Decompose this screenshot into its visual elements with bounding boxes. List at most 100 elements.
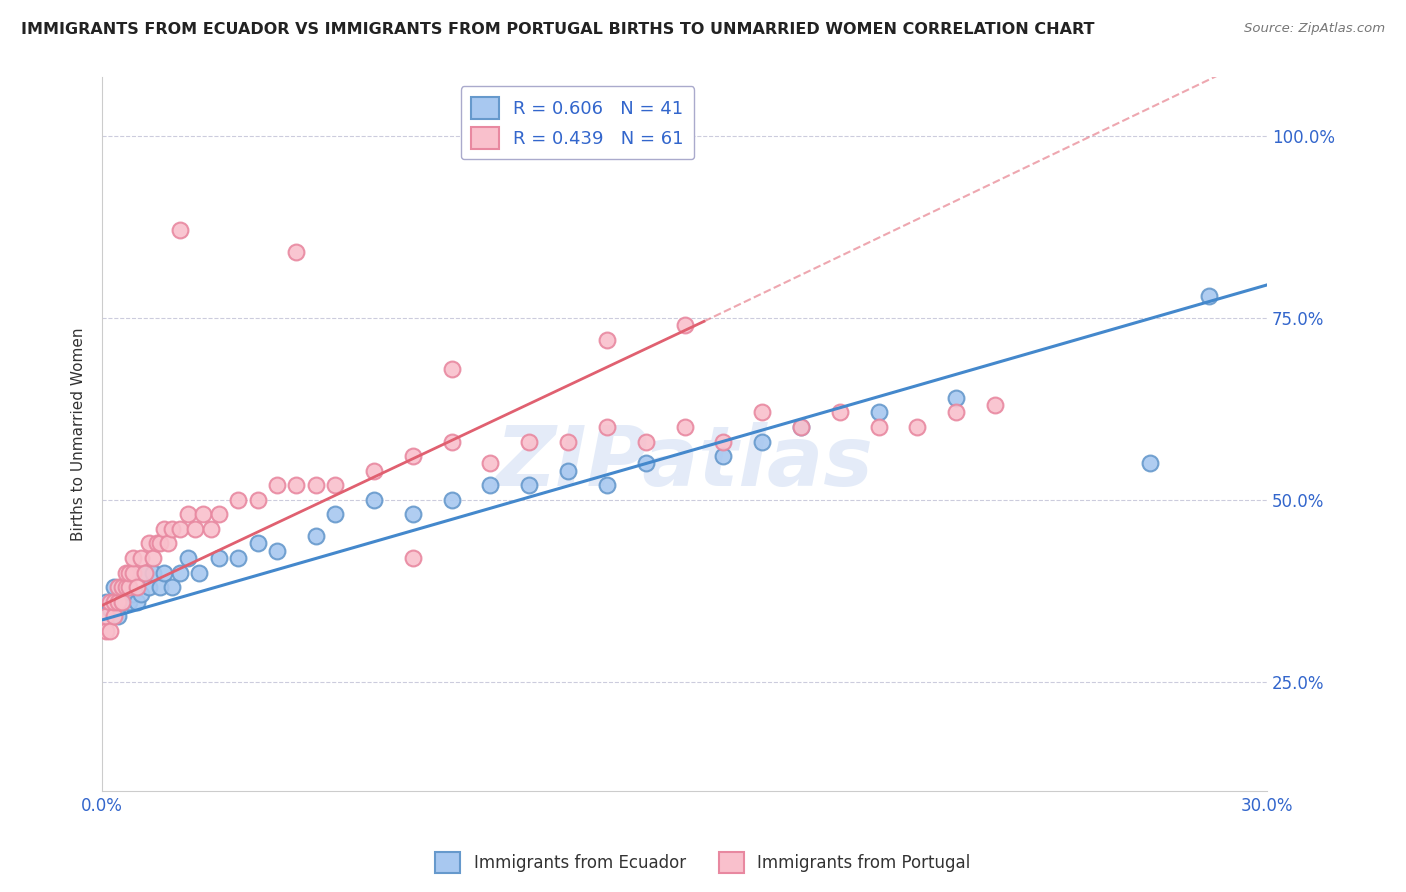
Point [440,434,463,449]
Point [323,508,346,522]
Point [596,478,619,492]
Point [479,456,502,470]
Point [200,522,222,536]
Point [246,492,269,507]
Point [226,551,249,566]
Point [868,420,890,434]
Point [323,478,346,492]
Point [138,536,160,550]
Point [440,492,463,507]
Point [751,434,773,449]
Point [305,478,328,492]
Point [305,529,328,543]
Point [517,434,540,449]
Point [191,508,214,522]
Point [440,361,463,376]
Point [557,464,579,478]
Point [142,566,165,580]
Point [673,318,696,332]
Point [127,580,149,594]
Point [134,566,156,580]
Point [138,580,160,594]
Point [103,580,125,594]
Point [596,420,619,434]
Point [984,398,1007,412]
Point [122,566,145,580]
Point [711,449,734,463]
Point [479,478,502,492]
Point [517,478,540,492]
Point [127,595,149,609]
Y-axis label: Births to Unmarried Women: Births to Unmarried Women [72,327,86,541]
Point [169,223,191,237]
Point [118,580,141,594]
Point [711,434,734,449]
Point [118,566,141,580]
Point [634,456,657,470]
Point [828,405,851,419]
Point [945,405,967,419]
Point [160,522,183,536]
Point [596,333,619,347]
Point [363,492,385,507]
Point [94,609,117,624]
Point [142,551,165,566]
Point [285,245,308,260]
Point [176,508,198,522]
Point [208,508,231,522]
Point [153,566,176,580]
Point [118,595,141,609]
Point [149,580,172,594]
Point [169,566,191,580]
Point [122,551,145,566]
Point [134,566,156,580]
Point [790,420,813,434]
Point [1198,289,1220,303]
Point [188,566,211,580]
Point [402,449,425,463]
Point [114,566,136,580]
Point [402,508,425,522]
Point [103,595,125,609]
Point [129,587,152,601]
Point [402,551,425,566]
Point [634,434,657,449]
Point [184,522,207,536]
Point [114,580,136,594]
Point [208,551,231,566]
Point [145,536,167,550]
Point [266,543,288,558]
Point [246,536,269,550]
Point [153,522,176,536]
Point [111,580,134,594]
Legend: R = 0.606   N = 41, R = 0.439   N = 61: R = 0.606 N = 41, R = 0.439 N = 61 [461,87,695,160]
Text: Source: ZipAtlas.com: Source: ZipAtlas.com [1244,22,1385,36]
Point [157,536,180,550]
Point [114,580,136,594]
Text: IMMIGRANTS FROM ECUADOR VS IMMIGRANTS FROM PORTUGAL BIRTHS TO UNMARRIED WOMEN CO: IMMIGRANTS FROM ECUADOR VS IMMIGRANTS FR… [21,22,1095,37]
Point [790,420,813,434]
Point [94,595,117,609]
Text: ZIPatlas: ZIPatlas [496,422,873,503]
Point [557,434,579,449]
Point [149,536,172,550]
Point [751,405,773,419]
Point [107,609,129,624]
Point [103,609,125,624]
Point [94,624,117,638]
Point [160,580,183,594]
Point [98,595,121,609]
Point [266,478,288,492]
Point [111,595,134,609]
Point [1139,456,1161,470]
Point [169,522,191,536]
Point [107,580,129,594]
Point [945,391,967,405]
Point [176,551,198,566]
Point [285,478,308,492]
Point [111,587,134,601]
Point [868,405,890,419]
Point [363,464,385,478]
Point [111,595,134,609]
Point [673,420,696,434]
